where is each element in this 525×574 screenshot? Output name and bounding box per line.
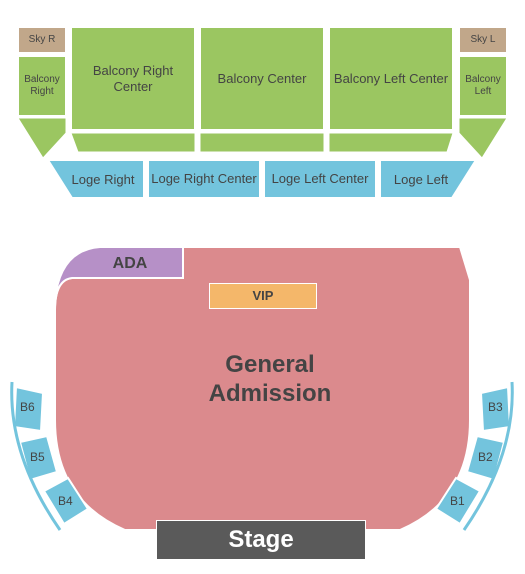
section-label: B2: [478, 450, 493, 464]
section-b1[interactable]: B1: [450, 494, 465, 508]
section-label: B3: [488, 400, 503, 414]
section-label: B4: [58, 494, 73, 508]
section-b3[interactable]: B3: [488, 400, 503, 414]
section-stage: Stage: [156, 520, 366, 560]
section-label: Stage: [228, 526, 293, 555]
seating-chart: Sky R Sky L Balcony Right Balcony Left B…: [0, 0, 525, 574]
section-label: B6: [20, 400, 35, 414]
section-b2[interactable]: B2: [478, 450, 493, 464]
section-label: B1: [450, 494, 465, 508]
section-b6[interactable]: B6: [20, 400, 35, 414]
section-b4[interactable]: B4: [58, 494, 73, 508]
section-label: B5: [30, 450, 45, 464]
side-boxes-icon: [0, 0, 525, 574]
section-b5[interactable]: B5: [30, 450, 45, 464]
